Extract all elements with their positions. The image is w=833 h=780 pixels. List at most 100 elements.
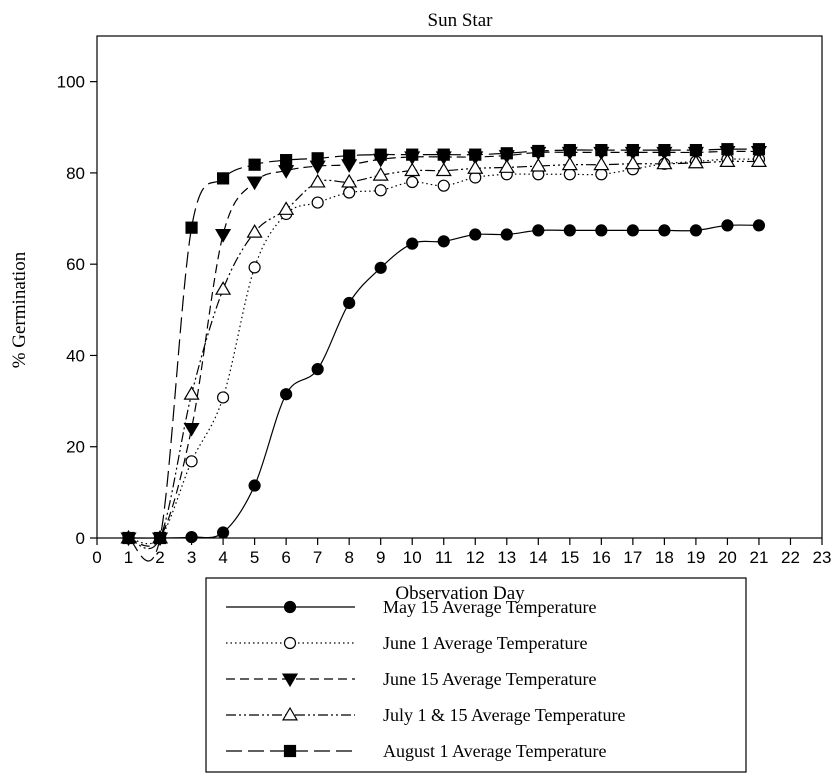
series-line bbox=[128, 158, 759, 545]
x-tick-label: 16 bbox=[592, 548, 611, 567]
x-axis-title: Observation Day bbox=[395, 583, 525, 604]
data-point bbox=[437, 179, 450, 192]
series-layer bbox=[120, 143, 768, 562]
data-point bbox=[721, 143, 734, 156]
series-line bbox=[128, 148, 759, 562]
y-tick-label: 20 bbox=[66, 438, 85, 457]
legend-entry: June 1 Average Temperature bbox=[226, 633, 588, 653]
data-point bbox=[626, 143, 639, 157]
data-point bbox=[498, 159, 515, 173]
data-point bbox=[593, 156, 610, 171]
data-point bbox=[500, 147, 513, 160]
x-tick-label: 14 bbox=[529, 548, 548, 567]
series-2 bbox=[122, 153, 766, 545]
data-point bbox=[595, 143, 608, 157]
data-point bbox=[750, 153, 768, 167]
legend-marker bbox=[283, 600, 297, 614]
data-point bbox=[343, 296, 356, 310]
data-point bbox=[626, 224, 639, 237]
data-point bbox=[595, 224, 608, 237]
data-point bbox=[595, 168, 608, 181]
legend-marker bbox=[283, 744, 297, 758]
series-line bbox=[128, 224, 759, 539]
legend-marker bbox=[281, 706, 299, 721]
x-tick-label: 6 bbox=[281, 548, 290, 567]
y-axis: 0 20 40 60 80 100 bbox=[57, 73, 97, 548]
x-tick-label: 21 bbox=[749, 548, 768, 567]
data-point bbox=[183, 422, 200, 437]
legend-label: August 1 Average Temperature bbox=[383, 741, 607, 761]
plot-area bbox=[96, 35, 823, 539]
x-axis: 0 1 2 3 4 5 6 7 8 9 10 11 12 13 14 15 16 17 18 19 20 21 22 23 bbox=[92, 538, 831, 567]
data-point bbox=[278, 201, 295, 215]
data-point bbox=[689, 224, 703, 237]
data-point bbox=[404, 162, 421, 177]
data-point bbox=[563, 143, 576, 157]
legend: May 15 Average Temperature June 1 Average… bbox=[205, 577, 747, 773]
data-point bbox=[624, 155, 641, 170]
data-point bbox=[374, 184, 387, 197]
data-point bbox=[216, 172, 230, 185]
data-point bbox=[561, 156, 578, 171]
x-tick-label: 22 bbox=[781, 548, 800, 567]
legend-entry: July 1 & 15 Average Temperature bbox=[226, 705, 626, 725]
series-3 bbox=[120, 145, 768, 547]
legend-entry: May 15 Average Temperature bbox=[226, 597, 597, 617]
x-tick-label: 18 bbox=[655, 548, 674, 567]
series-5 bbox=[122, 143, 766, 562]
data-point bbox=[311, 363, 324, 376]
data-point bbox=[248, 158, 261, 171]
x-tick-label: 5 bbox=[250, 548, 259, 567]
x-tick-label: 3 bbox=[187, 548, 196, 567]
data-point bbox=[374, 261, 387, 274]
x-tick-label: 10 bbox=[403, 548, 422, 567]
data-point bbox=[752, 219, 766, 232]
data-point bbox=[563, 168, 576, 181]
plot-frame bbox=[96, 35, 823, 539]
data-point bbox=[280, 388, 293, 401]
data-point bbox=[309, 173, 326, 188]
x-tick-label: 8 bbox=[344, 548, 353, 567]
data-point bbox=[437, 148, 450, 161]
data-point bbox=[719, 153, 736, 167]
data-point bbox=[500, 228, 513, 241]
y-tick-label: 80 bbox=[66, 164, 85, 183]
x-tick-label: 23 bbox=[813, 548, 832, 567]
data-point bbox=[467, 160, 484, 174]
data-point bbox=[532, 144, 545, 158]
data-point bbox=[374, 148, 387, 161]
x-tick-label: 4 bbox=[218, 548, 227, 567]
data-point bbox=[406, 148, 419, 161]
data-point bbox=[752, 143, 766, 156]
legend-label: June 1 Average Temperature bbox=[383, 633, 588, 653]
series-line bbox=[128, 150, 759, 547]
data-point bbox=[530, 157, 547, 172]
data-point bbox=[248, 479, 261, 492]
data-point bbox=[406, 237, 419, 250]
data-point bbox=[343, 186, 356, 199]
series-1 bbox=[122, 219, 766, 545]
data-point bbox=[246, 224, 263, 238]
y-tick-label: 40 bbox=[66, 346, 85, 365]
series-line bbox=[128, 160, 759, 550]
legend-entry: June 15 Average Temperature bbox=[226, 669, 597, 689]
y-tick-label: 100 bbox=[57, 73, 85, 92]
data-point bbox=[311, 152, 324, 165]
data-point bbox=[216, 391, 230, 404]
data-point bbox=[437, 235, 450, 248]
series-4 bbox=[120, 153, 768, 550]
data-point bbox=[122, 531, 135, 545]
x-tick-label: 9 bbox=[376, 548, 385, 567]
legend-label: July 1 & 15 Average Temperature bbox=[383, 705, 626, 725]
x-tick-label: 1 bbox=[124, 548, 133, 567]
data-point bbox=[185, 455, 198, 468]
data-point bbox=[343, 149, 356, 162]
data-point bbox=[185, 530, 198, 544]
legend-marker bbox=[281, 673, 299, 688]
data-point bbox=[215, 281, 232, 295]
data-point bbox=[341, 173, 358, 188]
data-point bbox=[532, 224, 545, 237]
data-point bbox=[658, 224, 671, 237]
x-tick-label: 12 bbox=[466, 548, 485, 567]
